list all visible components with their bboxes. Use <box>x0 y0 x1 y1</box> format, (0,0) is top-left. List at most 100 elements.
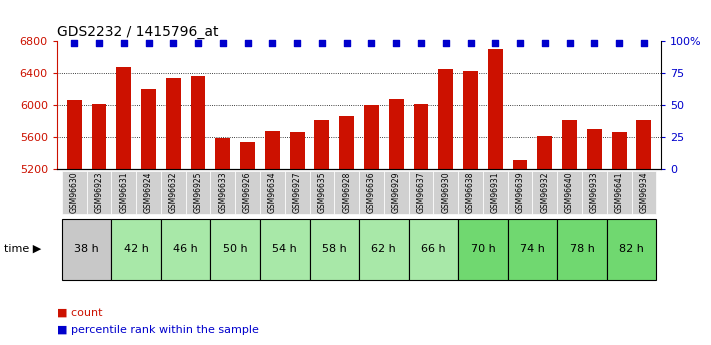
Point <box>267 40 278 46</box>
FancyBboxPatch shape <box>557 219 606 279</box>
Point <box>168 40 179 46</box>
Bar <box>389 99 404 169</box>
Point <box>292 40 303 46</box>
Text: GSM96640: GSM96640 <box>565 171 574 213</box>
FancyBboxPatch shape <box>557 171 582 214</box>
FancyBboxPatch shape <box>309 219 359 279</box>
FancyBboxPatch shape <box>631 171 656 214</box>
Text: 74 h: 74 h <box>520 244 545 254</box>
Text: GDS2232 / 1415796_at: GDS2232 / 1415796_at <box>57 25 218 39</box>
Point <box>539 40 550 46</box>
Point <box>217 40 228 46</box>
FancyBboxPatch shape <box>409 219 458 279</box>
Text: GSM96630: GSM96630 <box>70 171 79 213</box>
Bar <box>240 142 255 169</box>
Text: GSM96641: GSM96641 <box>614 171 624 213</box>
Bar <box>67 100 82 169</box>
FancyBboxPatch shape <box>582 171 606 214</box>
FancyBboxPatch shape <box>434 171 458 214</box>
Point <box>614 40 625 46</box>
Bar <box>117 67 132 169</box>
FancyBboxPatch shape <box>359 171 384 214</box>
Bar <box>191 76 205 169</box>
Point <box>564 40 575 46</box>
Point <box>514 40 525 46</box>
FancyBboxPatch shape <box>483 171 508 214</box>
Text: 54 h: 54 h <box>272 244 297 254</box>
Bar <box>166 78 181 169</box>
Text: ■ percentile rank within the sample: ■ percentile rank within the sample <box>57 325 259 335</box>
FancyBboxPatch shape <box>186 171 210 214</box>
FancyBboxPatch shape <box>409 171 434 214</box>
Text: 50 h: 50 h <box>223 244 247 254</box>
FancyBboxPatch shape <box>606 171 631 214</box>
Text: 46 h: 46 h <box>173 244 198 254</box>
Text: GSM96635: GSM96635 <box>317 171 326 213</box>
Point <box>316 40 328 46</box>
Text: GSM96926: GSM96926 <box>243 171 252 213</box>
Text: GSM96923: GSM96923 <box>95 171 104 213</box>
FancyBboxPatch shape <box>508 219 557 279</box>
Point <box>341 40 353 46</box>
Text: GSM96636: GSM96636 <box>367 171 376 213</box>
Text: GSM96631: GSM96631 <box>119 171 128 213</box>
FancyBboxPatch shape <box>384 171 409 214</box>
Text: GSM96925: GSM96925 <box>193 171 203 213</box>
Point <box>143 40 154 46</box>
Point <box>440 40 451 46</box>
Point <box>193 40 204 46</box>
Point <box>242 40 253 46</box>
Text: GSM96924: GSM96924 <box>144 171 153 213</box>
Text: GSM96928: GSM96928 <box>342 172 351 213</box>
Text: GSM96637: GSM96637 <box>417 171 425 213</box>
Bar <box>562 120 577 169</box>
Point <box>490 40 501 46</box>
Bar <box>611 132 626 169</box>
FancyBboxPatch shape <box>458 171 483 214</box>
Point <box>415 40 427 46</box>
FancyBboxPatch shape <box>161 219 210 279</box>
Text: GSM96633: GSM96633 <box>218 171 228 213</box>
Bar <box>488 49 503 169</box>
Text: GSM96638: GSM96638 <box>466 171 475 213</box>
Text: 82 h: 82 h <box>619 244 644 254</box>
Text: 42 h: 42 h <box>124 244 149 254</box>
Bar <box>513 160 528 169</box>
Bar <box>463 71 478 169</box>
Text: GSM96932: GSM96932 <box>540 171 550 213</box>
FancyBboxPatch shape <box>309 171 334 214</box>
FancyBboxPatch shape <box>112 171 136 214</box>
FancyBboxPatch shape <box>210 219 260 279</box>
Bar <box>339 116 354 169</box>
Text: GSM96927: GSM96927 <box>293 171 301 213</box>
FancyBboxPatch shape <box>606 219 656 279</box>
Text: 58 h: 58 h <box>322 244 347 254</box>
FancyBboxPatch shape <box>62 171 87 214</box>
Point <box>68 40 80 46</box>
FancyBboxPatch shape <box>458 219 508 279</box>
Text: GSM96933: GSM96933 <box>590 171 599 213</box>
Text: 62 h: 62 h <box>371 244 396 254</box>
FancyBboxPatch shape <box>260 219 309 279</box>
FancyBboxPatch shape <box>87 171 112 214</box>
FancyBboxPatch shape <box>112 219 161 279</box>
Text: time ▶: time ▶ <box>4 244 41 253</box>
Bar <box>215 138 230 169</box>
Point <box>465 40 476 46</box>
FancyBboxPatch shape <box>334 171 359 214</box>
FancyBboxPatch shape <box>260 171 284 214</box>
Bar <box>538 136 552 169</box>
Bar <box>414 105 429 169</box>
Bar <box>141 89 156 169</box>
Text: 38 h: 38 h <box>74 244 99 254</box>
Point <box>365 40 377 46</box>
Text: GSM96634: GSM96634 <box>268 171 277 213</box>
FancyBboxPatch shape <box>210 171 235 214</box>
FancyBboxPatch shape <box>359 219 409 279</box>
Text: 70 h: 70 h <box>471 244 496 254</box>
Point <box>118 40 129 46</box>
FancyBboxPatch shape <box>235 171 260 214</box>
Point <box>93 40 105 46</box>
Text: GSM96632: GSM96632 <box>169 171 178 213</box>
Text: 78 h: 78 h <box>570 244 594 254</box>
